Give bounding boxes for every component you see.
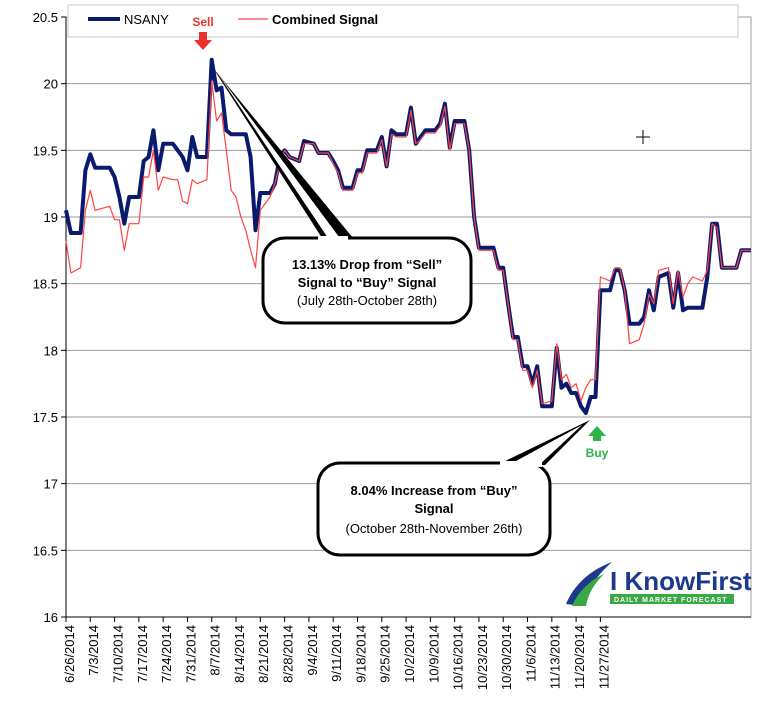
x-tick-label: 9/25/2014 — [378, 625, 393, 683]
callout-increase-line2: Signal — [414, 501, 453, 516]
y-tick-label: 20 — [44, 77, 58, 92]
callout-drop-box — [261, 236, 473, 325]
x-tick-label: 8/14/2014 — [232, 625, 247, 683]
buy-arrow-icon — [588, 426, 606, 441]
crosshair-cursor-icon — [636, 130, 650, 144]
y-tick-label: 17 — [44, 477, 58, 492]
callout-drop-pointer-inner — [218, 74, 342, 241]
callout-drop-line2: Signal to “Buy” Signal — [298, 275, 437, 290]
callout-increase-box — [316, 461, 552, 557]
x-tick-label: 10/23/2014 — [475, 625, 490, 690]
x-tick-label: 9/18/2014 — [353, 625, 368, 683]
x-tick-label: 8/21/2014 — [256, 625, 271, 683]
callout-increase-line1: 8.04% Increase from “Buy” — [351, 483, 518, 498]
logo-tagline: DAILY MARKET FORECAST — [614, 597, 728, 604]
x-tick-label: 11/13/2014 — [548, 625, 563, 689]
x-tick-label: 9/11/2014 — [329, 625, 344, 682]
logo-text: I KnowFirst — [610, 566, 752, 596]
buy-label: Buy — [586, 446, 609, 460]
logo-tagline-bar — [610, 594, 734, 604]
x-tick-label: 10/16/2014 — [451, 625, 466, 690]
iknowfirst-logo: I KnowFirst DAILY MARKET FORECAST — [566, 562, 752, 606]
y-tick-label: 20.5 — [33, 10, 58, 25]
x-tick-label: 8/28/2014 — [281, 625, 296, 683]
legend-label-nsany: NSANY — [124, 12, 169, 27]
y-tick-label: 18.5 — [33, 277, 58, 292]
buy-marker: Buy — [586, 426, 609, 460]
y-tick-label: 16 — [44, 610, 58, 625]
y-tick-label: 16.5 — [33, 543, 58, 558]
logo-swoosh-green-icon — [572, 574, 604, 606]
y-tick-label: 18 — [44, 343, 58, 358]
x-tick-label: 7/3/2014 — [86, 625, 101, 676]
callout-increase-pointer — [497, 420, 590, 465]
x-tick-label: 7/10/2014 — [110, 625, 125, 683]
x-tick-label: 9/4/2014 — [305, 625, 320, 676]
callout-drop: 13.13% Drop from “Sell” Signal to “Buy” … — [213, 68, 473, 325]
sell-marker: Sell — [192, 15, 214, 50]
callout-drop-line3: (July 28th-October 28th) — [297, 293, 437, 308]
x-tick-label: 10/9/2014 — [426, 625, 441, 683]
x-axis: 6/26/2014 7/3/2014 7/10/2014 7/17/2014 7/24/… — [62, 616, 751, 690]
sell-label: Sell — [192, 15, 213, 29]
legend: NSANY Combined Signal — [67, 4, 739, 38]
callout-drop-pointer — [213, 68, 353, 238]
x-tick-label: 11/27/2014 — [596, 625, 611, 689]
callout-increase-join — [500, 461, 542, 467]
callout-increase: 8.04% Increase from “Buy” Signal (Octobe… — [316, 420, 590, 557]
callout-drop-line1: 13.13% Drop from “Sell” — [292, 257, 442, 272]
x-tick-label: 7/31/2014 — [183, 625, 198, 683]
x-tick-label: 6/26/2014 — [62, 625, 77, 683]
sell-arrow-icon — [194, 32, 212, 50]
x-tick-label: 10/2/2014 — [402, 625, 417, 683]
x-tick-label: 7/17/2014 — [135, 625, 150, 683]
y-axis: 16 16.5 17 17.5 18 18.5 19 19.5 20 20.5 — [33, 10, 67, 625]
legend-label-combined-signal: Combined Signal — [272, 12, 378, 27]
y-tick-label: 19 — [44, 210, 58, 225]
series-layer — [64, 57, 751, 415]
legend-box — [67, 4, 739, 38]
callout-increase-line3: (October 28th-November 26th) — [345, 521, 522, 536]
x-tick-label: 7/24/2014 — [159, 625, 174, 683]
x-tick-label: 10/30/2014 — [499, 625, 514, 690]
callout-drop-join — [318, 236, 348, 242]
x-tick-label: 8/7/2014 — [208, 625, 223, 676]
series-line-combined-signal — [65, 80, 751, 405]
callout-increase-pointer-inner — [505, 425, 582, 467]
y-tick-label: 17.5 — [33, 410, 58, 425]
x-tick-label: 11/6/2014 — [523, 625, 538, 682]
y-tick-label: 19.5 — [33, 143, 58, 158]
x-tick-label: 11/20/2014 — [572, 625, 587, 689]
